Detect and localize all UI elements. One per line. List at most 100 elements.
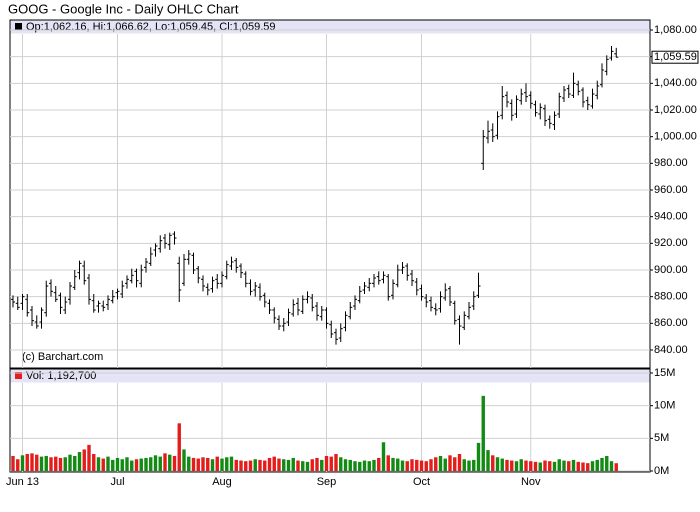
volume-bar [182,449,186,471]
volume-bar [472,459,476,471]
y-tick-label: 940.00 [654,211,688,223]
y-tick-label: 10M [654,400,675,412]
volume-bar [415,459,419,471]
volume-bar [334,454,338,471]
volume-bar [16,459,20,471]
volume-bar [244,461,248,471]
volume-bar [101,458,105,471]
volume-bar [329,456,333,471]
volume-bar [348,459,352,471]
volume-bar [253,459,257,471]
volume-bar [92,454,96,471]
volume-bar [557,459,561,471]
volume-bar [353,461,357,471]
y-tick-label: 5M [654,432,669,444]
volume-bar [130,460,134,471]
volume-legend-swatch [15,372,22,379]
volume-bar [396,458,400,471]
y-tick-label: 0M [654,465,669,477]
volume-bar [39,456,44,471]
volume-bar [381,442,386,471]
volume-bar [267,457,272,471]
volume-bar [358,461,362,471]
x-tick-label: Jun 13 [6,476,39,488]
volume-bar [481,395,485,471]
volume-bar [234,459,238,471]
volume-bar [391,457,395,471]
last-price-box [651,50,699,64]
volume-bar [163,453,167,471]
volume-bar [35,454,39,471]
y-tick-label: 15M [654,367,675,379]
volume-bar [82,449,86,471]
volume-bar [248,460,253,471]
volume-bar [562,460,566,471]
volume-bar [339,457,343,471]
chart-title: GOOG - Google Inc - Daily OHLC Chart [8,1,239,16]
y-tick-label: 1,020.00 [654,104,697,116]
volume-bar [457,454,462,471]
volume-bar [605,455,609,471]
volume-bar [25,454,29,471]
volume-bar [210,459,215,471]
volume-bar [120,459,124,471]
volume-bar [58,457,63,471]
y-tick-label: 900.00 [654,264,688,276]
volume-bar [49,457,53,471]
y-tick-label: 840.00 [654,344,688,356]
volume-bar [377,457,381,471]
x-tick-label: Nov [521,476,541,488]
volume-bar [500,458,504,471]
volume-bar [172,455,177,471]
volume-bar [301,461,305,471]
y-tick-label: 1,000.00 [654,131,697,143]
volume-bar [215,456,219,471]
volume-bar [529,461,533,471]
marks [11,46,619,471]
volume-bar [438,455,443,471]
x-tick-label: Oct [413,476,430,488]
volume-bar [372,459,376,471]
volume-bar [54,456,58,471]
volume-bar [229,456,234,471]
x-tick-label: Sep [317,476,337,488]
volume-bar [315,457,319,471]
volume-bar [324,455,329,471]
volume-bar [514,461,519,471]
y-tick-label: 880.00 [654,291,688,303]
volume-bar [462,459,466,471]
volume-bar [220,458,224,471]
volume-bar [538,462,542,471]
volume-bar [491,455,495,471]
volume-bar [258,459,262,471]
volume-bar [571,459,576,471]
volume-bar [410,459,414,471]
volume-bar [609,461,614,471]
y-tick-label: 860.00 [654,317,688,329]
volume-bar [277,458,281,471]
volume-bar [77,452,82,471]
volume-bar [73,455,77,471]
volume-bar [149,457,153,471]
volume-bar [96,457,101,471]
volume-bar [310,459,314,471]
volume-bar [111,459,115,471]
volume-bar [595,459,599,471]
volume-bar [286,459,291,471]
volume-legend-strip [10,369,650,383]
volume-bar [586,463,590,471]
volume-bar [453,457,457,471]
volume-bar [239,460,243,471]
volume-bar [153,455,158,471]
volume-bar [590,461,595,471]
volume-bar [467,460,471,471]
volume-bar [225,457,229,471]
volume-bar [552,461,557,471]
volume-bar [20,455,25,471]
volume-bar [524,460,528,471]
volume-bar [581,462,585,471]
volume-bar [424,461,428,471]
volume-bar [495,457,500,471]
volume-bar [187,456,191,471]
